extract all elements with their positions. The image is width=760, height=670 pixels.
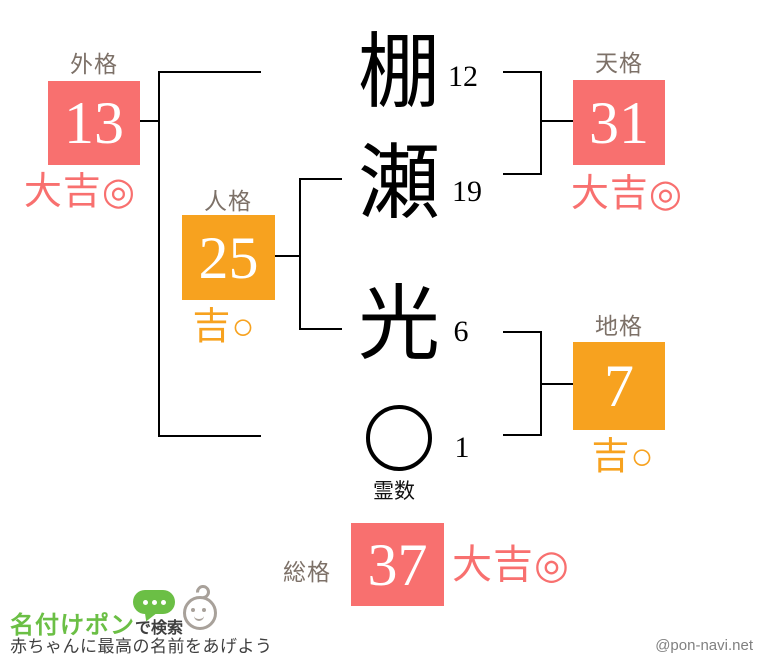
tenkaku-rating: 大吉◎ bbox=[570, 173, 684, 215]
jinkaku-bracket-bottom-line bbox=[299, 328, 342, 330]
chikaku-connector-line bbox=[540, 383, 573, 385]
baby-mouth bbox=[194, 613, 204, 621]
brand-name: 名付けポン bbox=[10, 612, 135, 639]
gaikaku-label: 外格 bbox=[70, 51, 118, 77]
jinkaku-bracket-top-line bbox=[299, 178, 342, 180]
chikaku-bracket-bottom-line bbox=[503, 434, 542, 436]
tenkaku-bracket-bottom-line bbox=[503, 173, 542, 175]
chikaku-score-box: 7 bbox=[573, 342, 665, 430]
tenkaku-connector-line bbox=[540, 120, 573, 122]
name-char-2: 瀬 bbox=[357, 138, 440, 229]
tenkaku-score-box: 31 bbox=[573, 80, 665, 165]
baby-face-icon bbox=[183, 596, 217, 630]
gaikaku-rating: 大吉◎ bbox=[23, 171, 137, 213]
jinkaku-score-box: 25 bbox=[182, 215, 275, 300]
jinkaku-connector-line bbox=[275, 255, 301, 257]
brand-suffix: で検索 bbox=[135, 620, 184, 637]
outer-bracket-vertical-line bbox=[158, 71, 160, 437]
tenkaku-label: 天格 bbox=[595, 50, 643, 76]
outer-bracket-top-line bbox=[158, 71, 261, 73]
jinkaku-label: 人格 bbox=[204, 188, 252, 214]
name-char-1-strokes: 12 bbox=[448, 60, 478, 93]
outer-bracket-bottom-line bbox=[158, 435, 261, 437]
brand-line: 名付けポン で検索 bbox=[10, 605, 183, 640]
bubble-dot bbox=[160, 599, 166, 605]
baby-eye bbox=[202, 608, 206, 612]
speech-bubble-icon bbox=[133, 590, 175, 614]
name-char-3: 光 bbox=[357, 279, 440, 370]
soukaku-score-box: 37 bbox=[351, 523, 444, 606]
tenkaku-bracket-vertical-line bbox=[540, 71, 542, 175]
jinkaku-bracket-vertical-line bbox=[299, 178, 301, 330]
tenkaku-score: 31 bbox=[589, 89, 649, 156]
name-char-3-strokes: 6 bbox=[453, 315, 469, 348]
bubble-dot bbox=[151, 599, 157, 605]
chikaku-rating: 吉○ bbox=[591, 436, 655, 478]
chikaku-score: 7 bbox=[604, 353, 634, 419]
soukaku-rating: 大吉◎ bbox=[452, 543, 570, 587]
jinkaku-score: 25 bbox=[198, 224, 259, 291]
name-char-1: 棚 bbox=[357, 27, 440, 118]
gaikaku-connector-line bbox=[140, 120, 160, 122]
spirit-number-circle bbox=[366, 405, 432, 471]
gaikaku-score: 13 bbox=[64, 90, 124, 156]
spirit-number-strokes: 1 bbox=[454, 431, 470, 464]
baby-eye bbox=[191, 608, 195, 612]
watermark: @pon-navi.net bbox=[655, 637, 753, 654]
bubble-dot bbox=[142, 599, 148, 605]
chikaku-bracket-top-line bbox=[503, 331, 542, 333]
gaikaku-score-box: 13 bbox=[48, 81, 140, 165]
chikaku-label: 地格 bbox=[595, 313, 643, 339]
tenkaku-bracket-top-line bbox=[503, 71, 542, 73]
name-char-2-strokes: 19 bbox=[452, 175, 482, 208]
jinkaku-rating: 吉○ bbox=[192, 306, 256, 348]
soukaku-label: 総格 bbox=[283, 559, 331, 585]
tagline: 赤ちゃんに最高の名前をあげよう bbox=[10, 637, 273, 656]
spirit-number-label: 霊数 bbox=[373, 479, 415, 503]
soukaku-score: 37 bbox=[367, 531, 428, 598]
